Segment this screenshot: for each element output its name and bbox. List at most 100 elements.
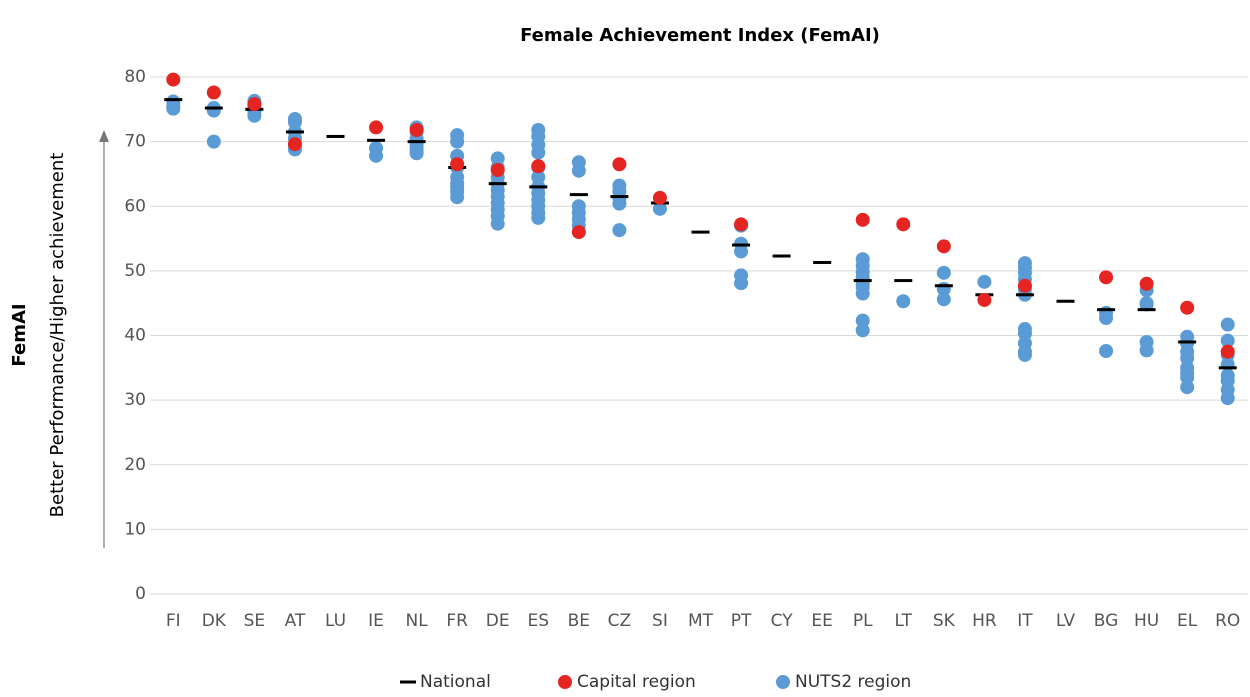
x-tick-label: HR	[972, 611, 997, 631]
national-mark	[934, 284, 953, 288]
x-tick-label: SE	[244, 611, 266, 631]
region-dot	[855, 323, 870, 338]
x-tick-label: PT	[731, 611, 752, 631]
x-tick-label: LV	[1056, 611, 1076, 631]
region-dot	[612, 223, 627, 238]
y-tick-label: 50	[124, 261, 146, 281]
national-mark	[1178, 340, 1197, 344]
national-mark	[285, 130, 304, 134]
region-dot	[936, 265, 951, 280]
national-mark	[610, 195, 629, 199]
arrow-head	[99, 130, 109, 142]
region-dot	[1220, 317, 1235, 332]
region-dot	[287, 115, 302, 130]
region-dot	[1099, 270, 1114, 285]
region-dot	[855, 313, 870, 328]
national-mark	[204, 106, 223, 110]
x-tick-label: DK	[202, 611, 227, 631]
region-dot	[531, 159, 546, 174]
x-tick-label: SI	[652, 611, 668, 631]
y-tick-label: 60	[124, 196, 146, 216]
x-tick-label: BG	[1094, 611, 1119, 631]
region-dot	[612, 157, 627, 172]
legend-symbol	[776, 675, 790, 689]
region-dot	[287, 137, 302, 152]
region-dot	[531, 170, 546, 185]
region-dot	[1017, 278, 1032, 293]
x-tick-label: RO	[1215, 611, 1240, 631]
national-mark	[407, 140, 426, 144]
y-tick-label: 20	[124, 455, 146, 475]
region-dot	[571, 163, 586, 178]
region-dot	[166, 101, 181, 116]
region-dot	[1180, 380, 1195, 395]
x-tick-label: IT	[1017, 611, 1033, 631]
x-tick-label: MT	[688, 611, 714, 631]
x-tick-label: DE	[486, 611, 510, 631]
region-dot	[247, 108, 262, 123]
region-dot	[1099, 344, 1114, 359]
national-mark	[164, 98, 183, 102]
region-dot	[531, 210, 546, 225]
region-dot	[612, 196, 627, 211]
y-tick-label: 0	[135, 584, 146, 604]
region-dot	[1017, 347, 1032, 362]
y-tick-label: 80	[124, 67, 146, 87]
national-mark	[569, 193, 588, 197]
region-dot	[936, 292, 951, 307]
region-dot	[977, 274, 992, 289]
region-dot	[1180, 370, 1195, 385]
region-dot	[936, 239, 951, 254]
x-tick-label: AT	[285, 611, 306, 631]
legend-label: Capital region	[577, 672, 696, 692]
region-dot	[450, 157, 465, 172]
national-mark	[1056, 299, 1075, 303]
national-mark	[853, 279, 872, 283]
legend-label: NUTS2 region	[795, 672, 911, 692]
region-dot	[1139, 343, 1154, 358]
national-mark	[772, 254, 791, 258]
x-tick-label: LT	[895, 611, 913, 631]
y-tick-label: 40	[124, 326, 146, 346]
region-dot	[896, 217, 911, 232]
chart-title: Female Achievement Index (FemAI)	[520, 25, 880, 46]
x-tick-label: EE	[811, 611, 832, 631]
y-tick-label: 70	[124, 132, 146, 152]
region-dot	[247, 97, 262, 112]
x-tick-label: EL	[1177, 611, 1198, 631]
region-dot	[369, 120, 384, 135]
y-axis-note: Better Performance/Higher achievement	[47, 153, 68, 518]
national-mark	[813, 260, 832, 264]
x-tick-label: ES	[528, 611, 550, 631]
region-dot	[531, 145, 546, 160]
national-mark	[691, 230, 710, 234]
national-mark	[488, 182, 507, 186]
national-mark	[367, 138, 386, 142]
region-dot	[1220, 333, 1235, 348]
x-tick-label: BE	[568, 611, 590, 631]
region-dot	[1099, 311, 1114, 326]
region-dot	[369, 148, 384, 163]
national-mark	[529, 185, 548, 189]
region-dot	[1139, 276, 1154, 291]
x-tick-label: SK	[933, 611, 956, 631]
y-tick-label: 30	[124, 390, 146, 410]
national-mark	[1218, 366, 1237, 370]
x-tick-label: IE	[368, 611, 384, 631]
y-axis-label: FemAI	[9, 303, 30, 366]
region-dot	[1180, 300, 1195, 315]
x-tick-label: HU	[1134, 611, 1159, 631]
x-tick-label: CY	[771, 611, 794, 631]
x-tick-label: FR	[446, 611, 468, 631]
y-tick-label: 10	[124, 519, 146, 539]
x-tick-label: CZ	[608, 611, 632, 631]
region-dot	[409, 146, 424, 161]
legend-label: National	[420, 672, 491, 692]
region-dot	[206, 103, 221, 118]
region-dot	[1220, 391, 1235, 406]
region-dot	[734, 217, 749, 232]
region-dot	[652, 201, 667, 216]
x-tick-label: LU	[325, 611, 346, 631]
region-dot	[1139, 297, 1154, 312]
